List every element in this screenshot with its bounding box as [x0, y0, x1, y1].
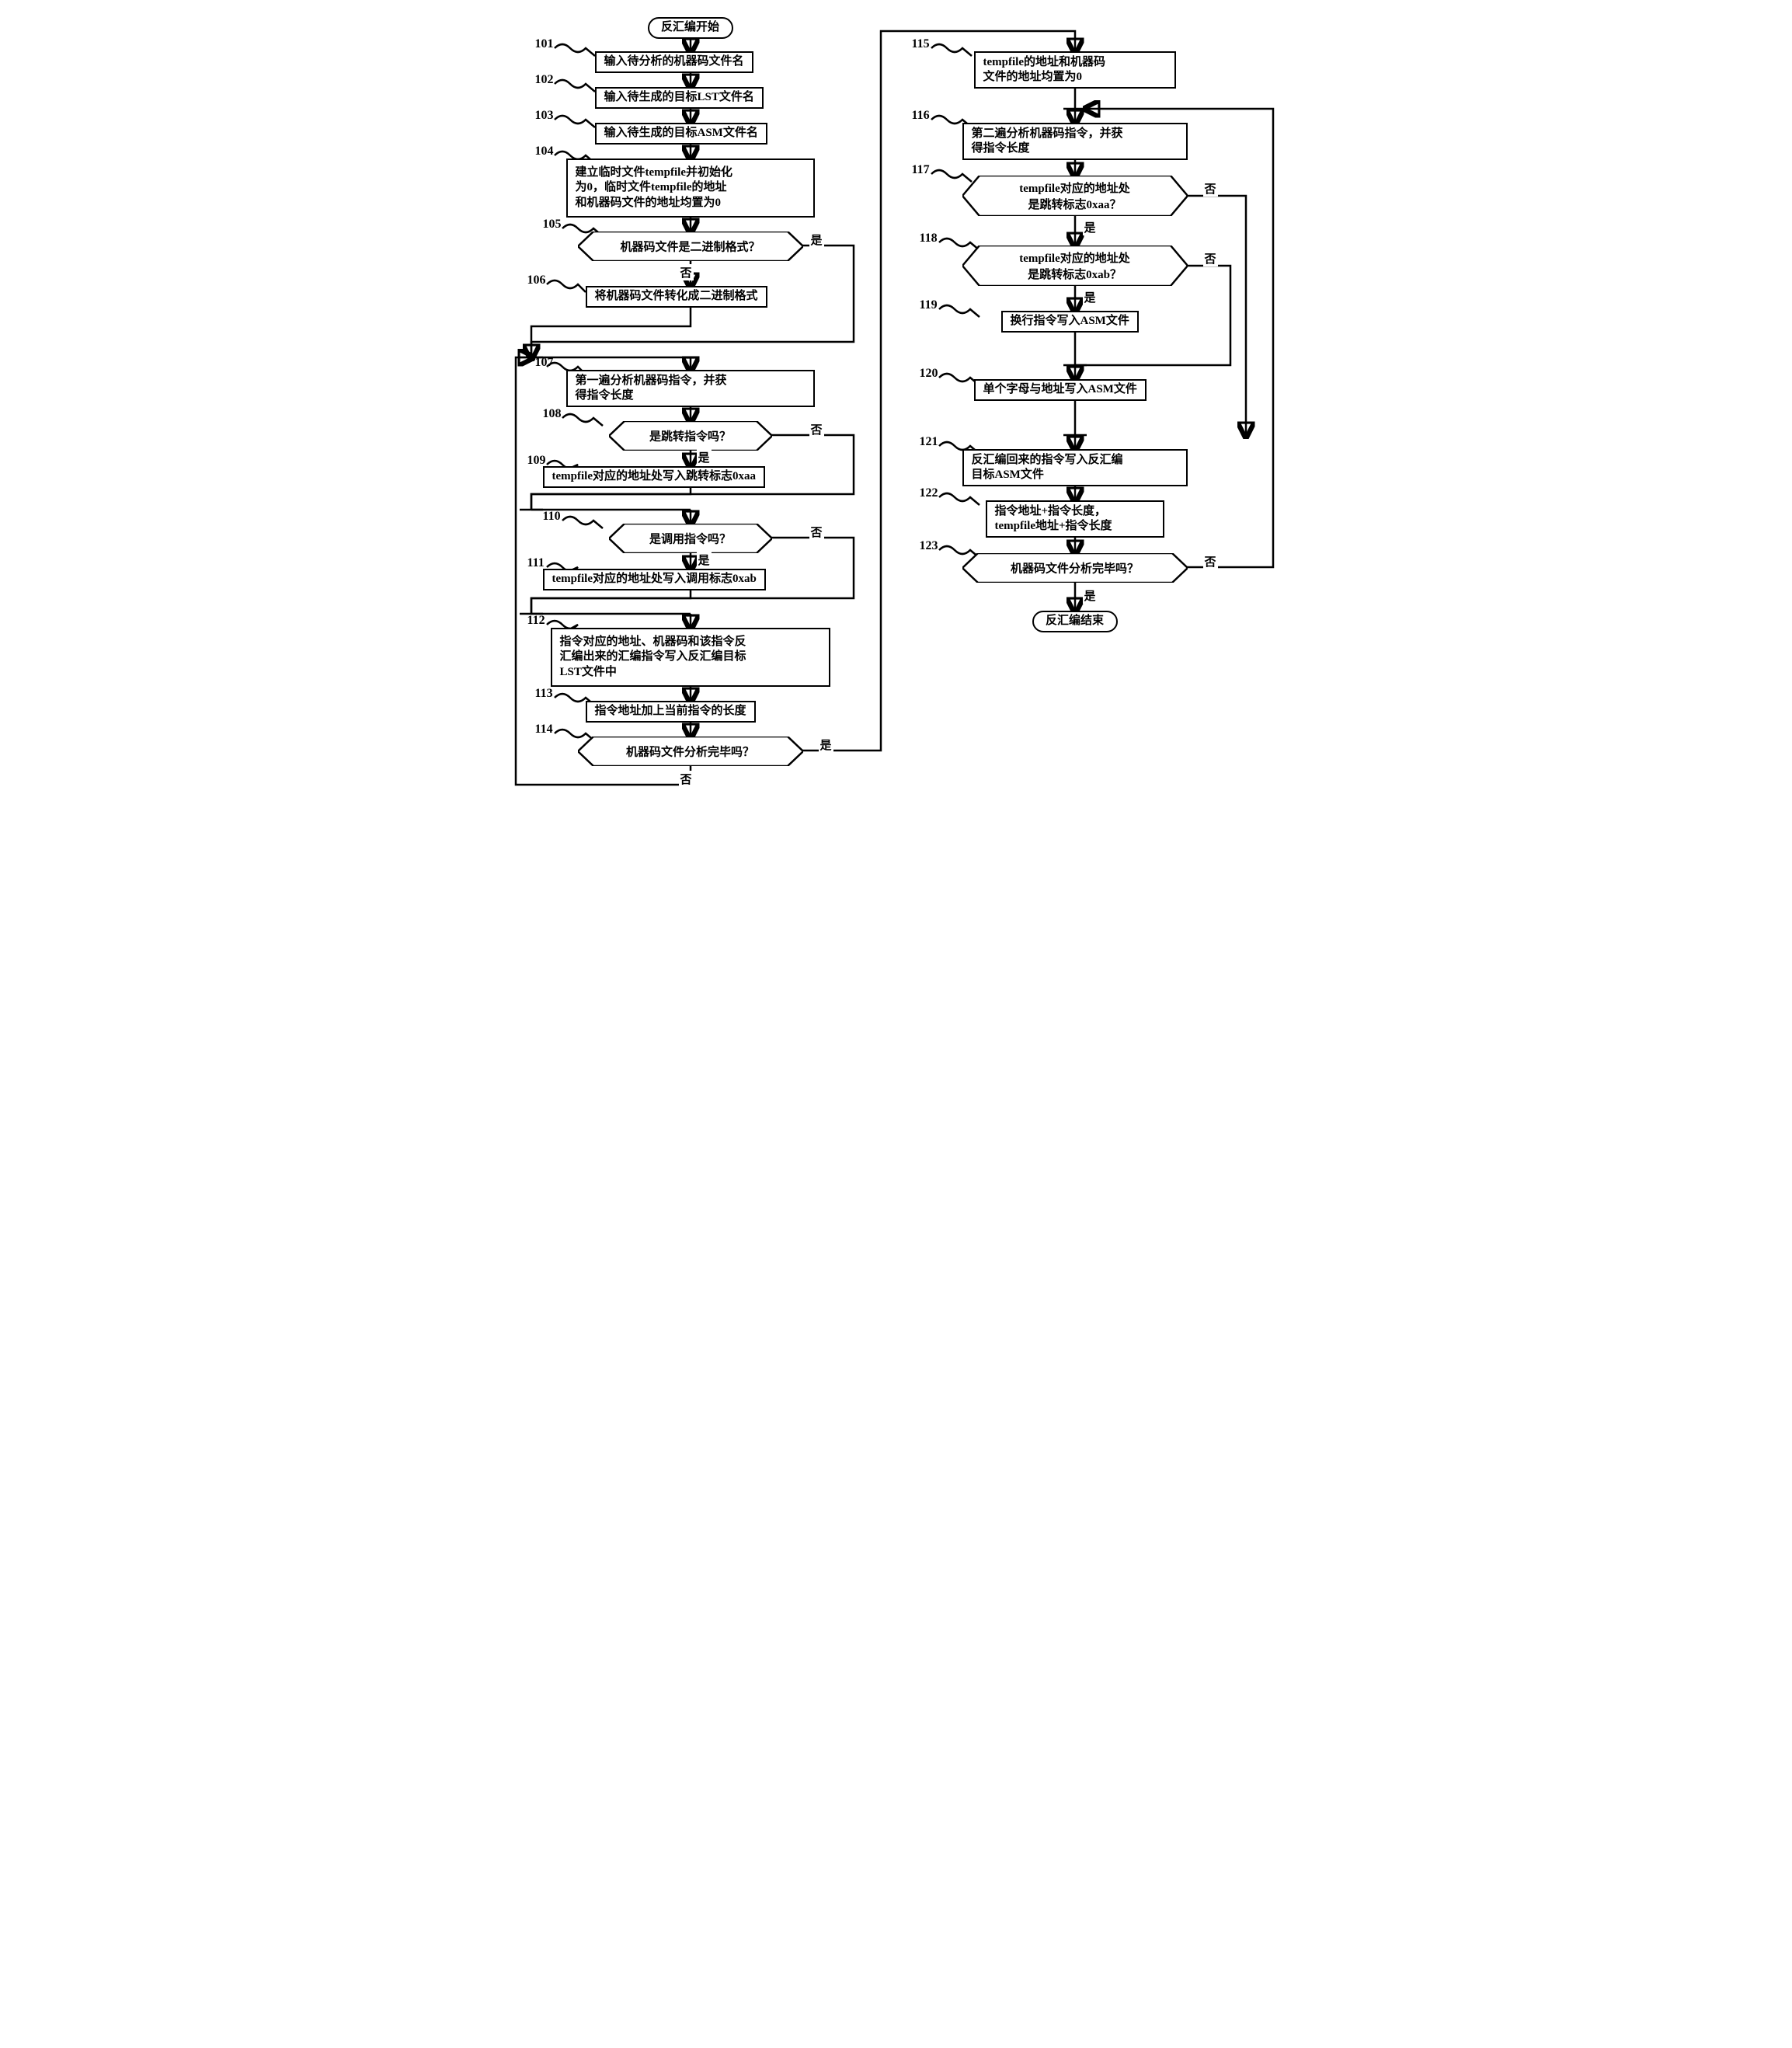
step-num-101: 101: [535, 37, 554, 51]
step-123: 机器码文件分析完毕吗？: [962, 553, 1188, 583]
step-115: tempfile的地址和机器码 文件的地址均置为0: [974, 51, 1176, 89]
edge-114-no: 否: [679, 771, 694, 787]
step-117: tempfile对应的地址处 是跳转标志0xaa？: [962, 176, 1188, 216]
edge-117-yes: 是: [1083, 219, 1098, 235]
step-num-119: 119: [920, 298, 938, 312]
step-109: tempfile对应的地址处写入跳转标志0xaa: [543, 466, 765, 488]
step-num-112: 112: [527, 614, 545, 628]
edge-114-yes: 是: [819, 737, 833, 753]
step-102: 输入待生成的目标LST文件名: [595, 87, 764, 109]
step-104: 建立临时文件tempfile并初始化 为0，临时文件tempfile的地址 和机…: [566, 158, 815, 218]
step-num-110: 110: [543, 510, 561, 524]
flowchart-canvas: 101 102 103 104 105 106 107 108 109 110 …: [508, 16, 1285, 909]
step-num-104: 104: [535, 145, 554, 158]
edge-118-no: 否: [1203, 250, 1218, 266]
step-num-123: 123: [920, 539, 938, 553]
step-119: 换行指令写入ASM文件: [1001, 311, 1139, 333]
step-num-121: 121: [920, 435, 938, 449]
step-121: 反汇编回来的指令写入反汇编 目标ASM文件: [962, 449, 1188, 486]
step-num-103: 103: [535, 109, 554, 123]
step-101: 输入待分析的机器码文件名: [595, 51, 753, 73]
step-118: tempfile对应的地址处 是跳转标志0xab？: [962, 246, 1188, 286]
edge-110-yes: 是: [697, 552, 712, 568]
step-103: 输入待生成的目标ASM文件名: [595, 123, 767, 145]
edge-105-no: 否: [679, 264, 694, 280]
step-num-120: 120: [920, 367, 938, 381]
edge-110-no: 否: [809, 524, 824, 540]
step-108: 是跳转指令吗？: [609, 421, 772, 451]
terminal-start: 反汇编开始: [648, 17, 733, 39]
step-105: 机器码文件是二进制格式？: [578, 232, 803, 261]
step-num-116: 116: [912, 109, 930, 123]
edge-108-no: 否: [809, 421, 824, 437]
edge-105-yes: 是: [809, 232, 824, 248]
step-num-108: 108: [543, 407, 562, 421]
step-111: tempfile对应的地址处写入调用标志0xab: [543, 569, 766, 590]
step-num-118: 118: [920, 232, 938, 246]
step-num-107: 107: [535, 356, 554, 370]
step-110: 是调用指令吗？: [609, 524, 772, 553]
edge-123-yes: 是: [1083, 587, 1098, 604]
step-num-106: 106: [527, 273, 546, 287]
step-114: 机器码文件分析完毕吗？: [578, 737, 803, 766]
step-num-122: 122: [920, 486, 938, 500]
step-112: 指令对应的地址、机器码和该指令反 汇编出来的汇编指令写入反汇编目标 LST文件中: [551, 628, 830, 687]
step-116: 第二遍分析机器码指令，并获 得指令长度: [962, 123, 1188, 160]
step-num-111: 111: [527, 556, 545, 570]
step-120: 单个字母与地址写入ASM文件: [974, 379, 1147, 401]
edge-123-no: 否: [1203, 553, 1218, 569]
step-num-115: 115: [912, 37, 930, 51]
edge-108-yes: 是: [697, 449, 712, 465]
edge-118-yes: 是: [1083, 289, 1098, 305]
step-num-117: 117: [912, 163, 930, 177]
step-113: 指令地址加上当前指令的长度: [586, 701, 756, 723]
terminal-end: 反汇编结束: [1032, 611, 1118, 632]
step-num-105: 105: [543, 218, 562, 232]
edge-117-no: 否: [1203, 180, 1218, 197]
step-107: 第一遍分析机器码指令，并获 得指令长度: [566, 370, 815, 407]
step-106: 将机器码文件转化成二进制格式: [586, 286, 767, 308]
step-num-102: 102: [535, 73, 554, 87]
step-122: 指令地址+指令长度， tempfile地址+指令长度: [986, 500, 1164, 538]
step-num-113: 113: [535, 687, 553, 701]
step-num-114: 114: [535, 723, 553, 737]
